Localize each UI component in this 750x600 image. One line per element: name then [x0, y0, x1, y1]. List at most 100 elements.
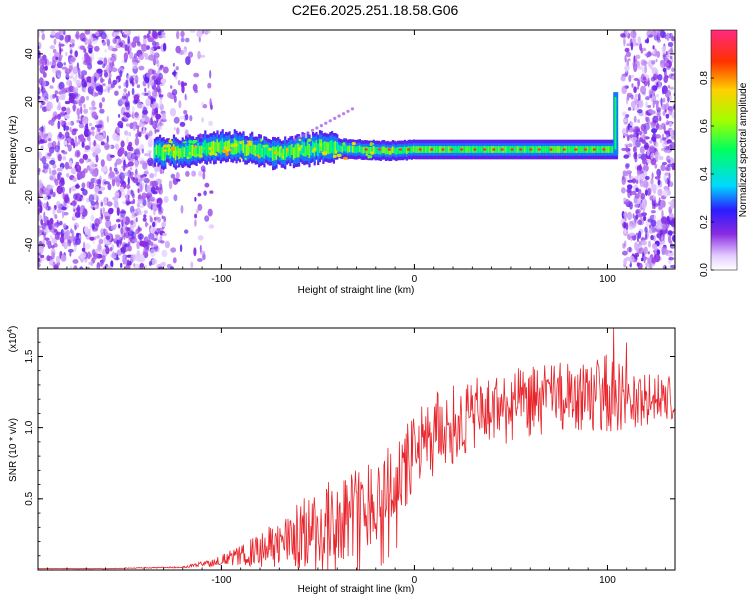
- signal-band-core: [470, 146, 473, 153]
- noise-blob: [636, 86, 640, 90]
- noise-blob: [649, 145, 655, 154]
- noise-blob: [69, 44, 72, 48]
- noise-blob: [661, 216, 668, 225]
- noise-blob: [661, 209, 664, 219]
- signal-band-core: [322, 142, 325, 156]
- noise-blob: [88, 47, 93, 54]
- noise-blob: [654, 176, 661, 180]
- noise-blob: [138, 131, 142, 138]
- noise-blob: [100, 201, 104, 207]
- noise-blob: [650, 121, 657, 129]
- noise-blob: [119, 186, 125, 192]
- noise-blob: [131, 211, 135, 219]
- noise-blob: [104, 142, 110, 151]
- signal-band-core: [230, 143, 233, 155]
- signal-band-core: [551, 146, 554, 153]
- noise-blob: [58, 179, 65, 187]
- noise-blob: [637, 119, 640, 124]
- noise-blob: [75, 73, 78, 79]
- signal-band-core: [503, 146, 506, 153]
- signal-speckle: [239, 141, 243, 145]
- signal-band-core: [245, 144, 249, 157]
- signal-hot-spot: [519, 148, 523, 151]
- noise-blob: [159, 168, 163, 175]
- signal-band-core: [595, 146, 598, 153]
- signal-band-core: [311, 140, 315, 154]
- noise-blob: [75, 238, 81, 245]
- noise-blob: [119, 179, 125, 185]
- noise-blob: [134, 156, 139, 161]
- signal-band-core: [555, 146, 558, 153]
- noise-blob: [81, 247, 86, 252]
- signal-band-core: [433, 146, 436, 153]
- signal-band-core: [464, 146, 467, 153]
- noise-blob: [173, 116, 180, 124]
- noise-blob: [161, 249, 168, 258]
- signal-speckle: [342, 142, 346, 146]
- noise-blob: [136, 84, 141, 89]
- noise-blob: [71, 200, 77, 207]
- noise-blob: [642, 164, 649, 172]
- noise-blob: [143, 214, 147, 219]
- noise-blob: [82, 153, 89, 160]
- noise-blob: [47, 240, 52, 249]
- noise-blob: [51, 116, 56, 122]
- noise-blob: [116, 249, 122, 256]
- noise-blob: [671, 112, 675, 119]
- signal-speckle: [311, 149, 316, 153]
- signal-band-core: [270, 147, 273, 158]
- noise-blob: [671, 162, 675, 171]
- noise-blob: [161, 112, 166, 121]
- signal-band-core: [437, 146, 440, 153]
- noise-blob: [202, 172, 206, 180]
- noise-blob: [79, 120, 84, 125]
- noise-blob: [101, 97, 106, 103]
- signal-band-core: [372, 146, 375, 153]
- noise-blob: [113, 31, 116, 38]
- noise-blob: [91, 168, 98, 177]
- noise-blob: [200, 165, 206, 172]
- noise-blob: [42, 106, 48, 112]
- noise-blob: [132, 61, 138, 70]
- noise-blob: [112, 79, 117, 86]
- signal-band-core: [294, 144, 297, 158]
- signal-band-core: [560, 146, 563, 153]
- noise-blob: [85, 81, 91, 88]
- noise-blob: [666, 32, 670, 41]
- noise-blob: [657, 188, 663, 197]
- signal-band-core: [565, 146, 568, 153]
- signal-band-core: [265, 144, 268, 156]
- noise-blob: [662, 133, 664, 139]
- signal-band-core: [477, 146, 480, 153]
- signal-band-core: [171, 146, 174, 157]
- noise-blob: [196, 208, 199, 214]
- signal-speckle: [231, 151, 236, 155]
- signal-speckle: [367, 154, 370, 159]
- noise-blob: [633, 86, 637, 94]
- noise-blob: [105, 246, 110, 255]
- noise-blob: [184, 229, 189, 234]
- signal-speckle: [168, 148, 171, 152]
- noise-blob: [109, 171, 115, 179]
- noise-blob: [657, 179, 661, 186]
- signal-band-core: [291, 144, 294, 155]
- signal-band-core: [360, 146, 363, 154]
- noise-blob: [173, 194, 178, 202]
- noise-blob: [79, 197, 82, 202]
- signal-band-core: [179, 148, 183, 158]
- noise-blob: [123, 52, 129, 61]
- noise-blob: [114, 192, 119, 196]
- noise-blob: [81, 141, 85, 148]
- signal-band-core: [308, 143, 311, 158]
- snr-multiplier-close: ): [8, 326, 19, 329]
- signal-band-core: [190, 144, 193, 157]
- signal-band-core: [546, 146, 549, 153]
- noise-blob: [158, 227, 164, 232]
- noise-blob: [650, 30, 657, 37]
- noise-blob: [83, 81, 88, 88]
- x-tick-label: 0: [412, 274, 418, 285]
- signal-band-core: [402, 147, 405, 154]
- noise-blob: [148, 30, 151, 34]
- noise-blob: [623, 211, 628, 218]
- noise-blob: [124, 44, 128, 52]
